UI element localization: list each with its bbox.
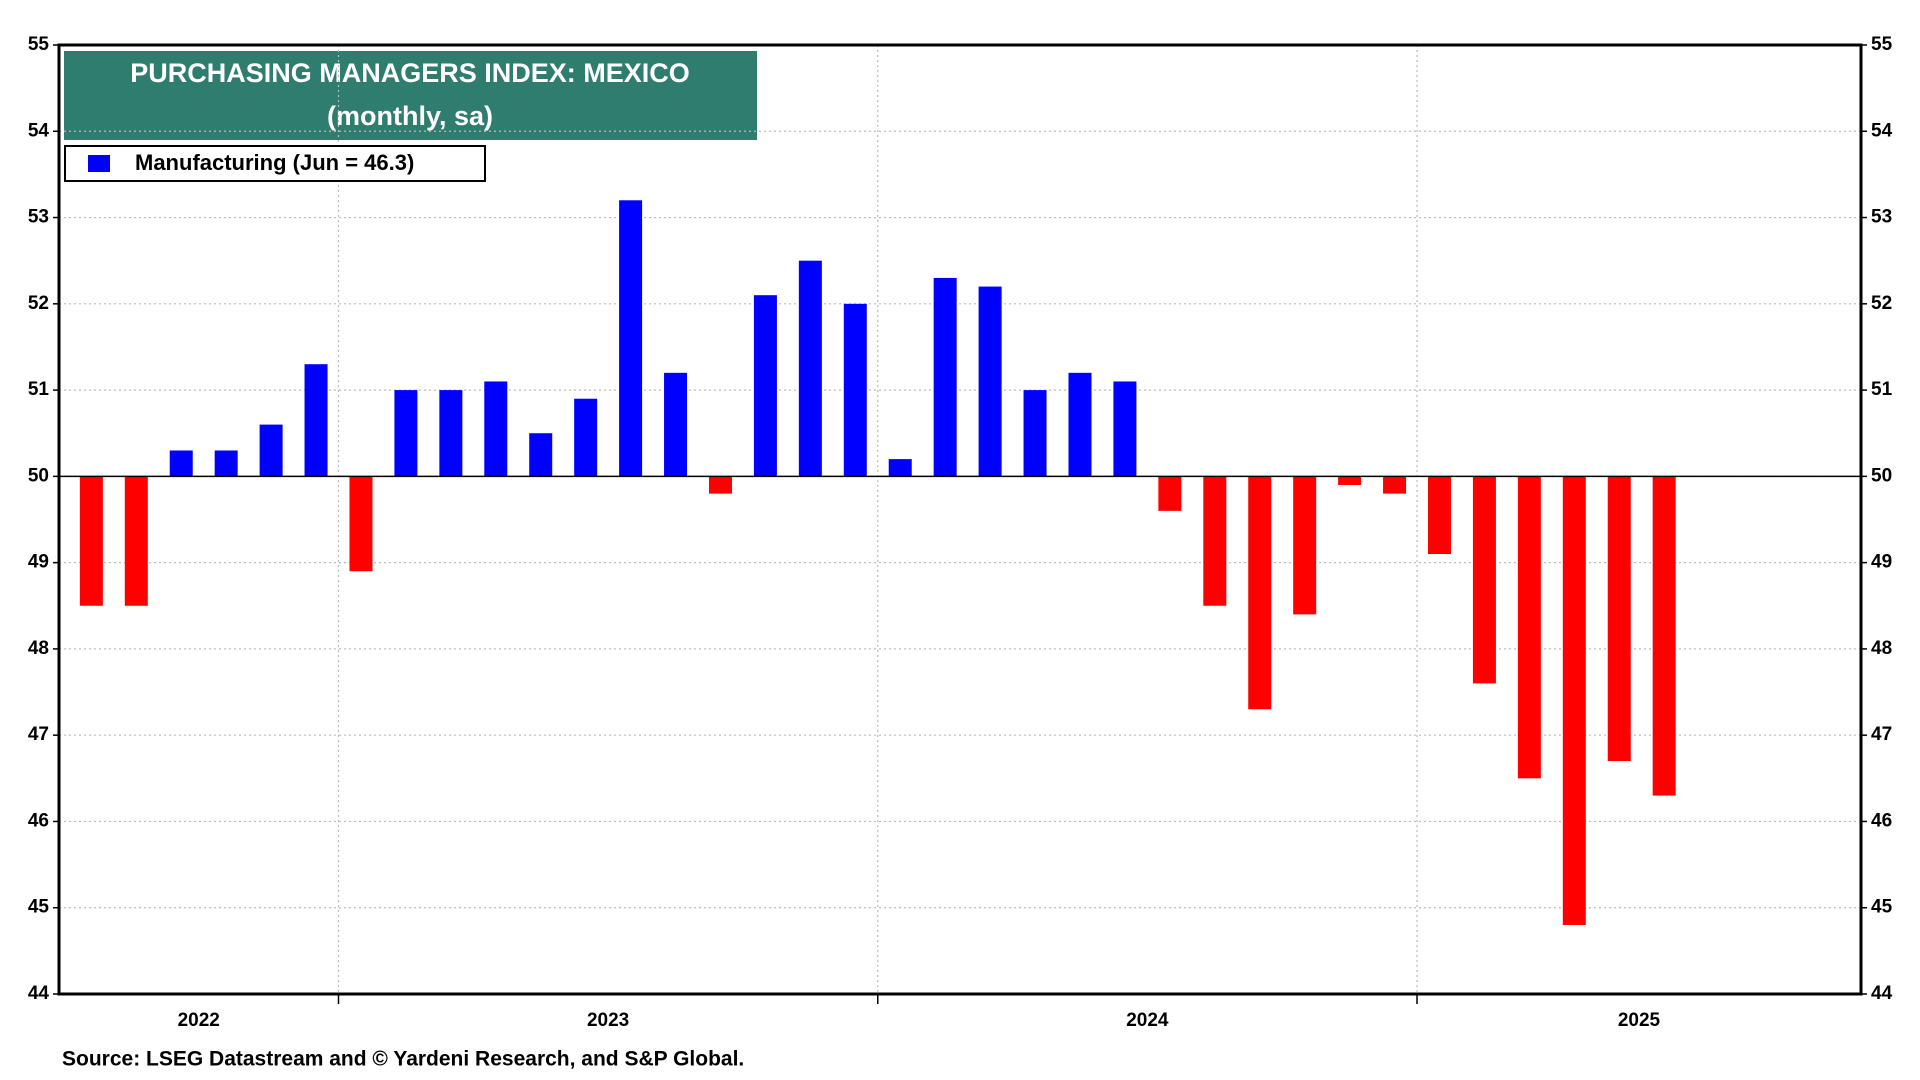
plot-frame xyxy=(57,43,1863,996)
bar xyxy=(888,459,912,477)
legend-box xyxy=(64,145,486,182)
y-tick-label: 53 xyxy=(28,207,49,228)
title-box xyxy=(64,51,757,140)
x-tick-label: 2022 xyxy=(178,1010,220,1031)
bar xyxy=(1472,476,1496,684)
bar xyxy=(259,424,283,477)
y-tick-label: 49 xyxy=(28,552,49,573)
y-tick-label: 55 xyxy=(28,34,50,55)
y-tick-label: 45 xyxy=(28,897,50,918)
bar xyxy=(1427,476,1451,555)
bar xyxy=(439,390,463,477)
y-tick-label: 50 xyxy=(28,465,49,486)
y-tick-label: 48 xyxy=(28,638,49,659)
x-tick-label: 2025 xyxy=(1618,1010,1661,1031)
bar xyxy=(1068,372,1092,477)
y-tick-label: 51 xyxy=(1871,379,1893,400)
y-tick-label: 53 xyxy=(1871,207,1892,228)
y-tick-label: 51 xyxy=(28,379,50,400)
bar xyxy=(933,277,957,477)
legend-swatch xyxy=(88,155,110,172)
bar xyxy=(1158,476,1182,511)
bar xyxy=(1203,476,1227,606)
bar xyxy=(1338,476,1362,485)
legend-label: Manufacturing (Jun = 46.3) xyxy=(135,150,414,175)
bar xyxy=(753,295,777,477)
bar xyxy=(798,260,822,477)
bar xyxy=(619,200,643,477)
bar xyxy=(394,390,418,477)
bar xyxy=(664,372,688,477)
bar xyxy=(124,476,148,606)
bar xyxy=(1383,476,1407,494)
y-tick-label: 52 xyxy=(28,293,49,314)
bar xyxy=(169,450,193,477)
bar xyxy=(978,286,1002,477)
bar xyxy=(214,450,238,477)
bar xyxy=(843,303,867,477)
y-tick-label: 46 xyxy=(28,810,49,831)
x-tick-label: 2023 xyxy=(587,1010,629,1031)
source-note: Source: LSEG Datastream and © Yardeni Re… xyxy=(62,1048,744,1071)
y-tick-label: 50 xyxy=(1871,465,1892,486)
bar xyxy=(1562,476,1586,925)
y-tick-label: 54 xyxy=(28,120,50,141)
y-tick-label: 47 xyxy=(28,724,49,745)
y-tick-label: 48 xyxy=(1871,638,1892,659)
chart-title: PURCHASING MANAGERS INDEX: MEXICO xyxy=(130,58,690,88)
y-tick-label: 49 xyxy=(1871,552,1892,573)
y-tick-label: 54 xyxy=(1871,120,1893,141)
bar xyxy=(1517,476,1541,779)
bar xyxy=(349,476,373,572)
bar xyxy=(79,476,103,606)
bar xyxy=(708,476,732,494)
y-tick-label: 55 xyxy=(1871,34,1893,55)
bar xyxy=(484,381,508,477)
y-tick-label: 44 xyxy=(28,983,50,1004)
bar xyxy=(1023,390,1047,477)
bar xyxy=(529,433,553,477)
bar xyxy=(1293,476,1317,615)
y-tick-label: 44 xyxy=(1871,983,1893,1004)
bar xyxy=(1607,476,1631,762)
y-tick-label: 45 xyxy=(1871,897,1893,918)
bar xyxy=(1113,381,1137,477)
chart-subtitle: (monthly, sa) xyxy=(327,101,493,131)
y-tick-label: 47 xyxy=(1871,724,1892,745)
y-tick-label: 46 xyxy=(1871,810,1892,831)
bar xyxy=(304,364,328,477)
bar xyxy=(1248,476,1272,710)
y-tick-label: 52 xyxy=(1871,293,1892,314)
x-tick-label: 2024 xyxy=(1126,1010,1169,1031)
bar xyxy=(574,398,598,477)
bar xyxy=(1652,476,1676,796)
